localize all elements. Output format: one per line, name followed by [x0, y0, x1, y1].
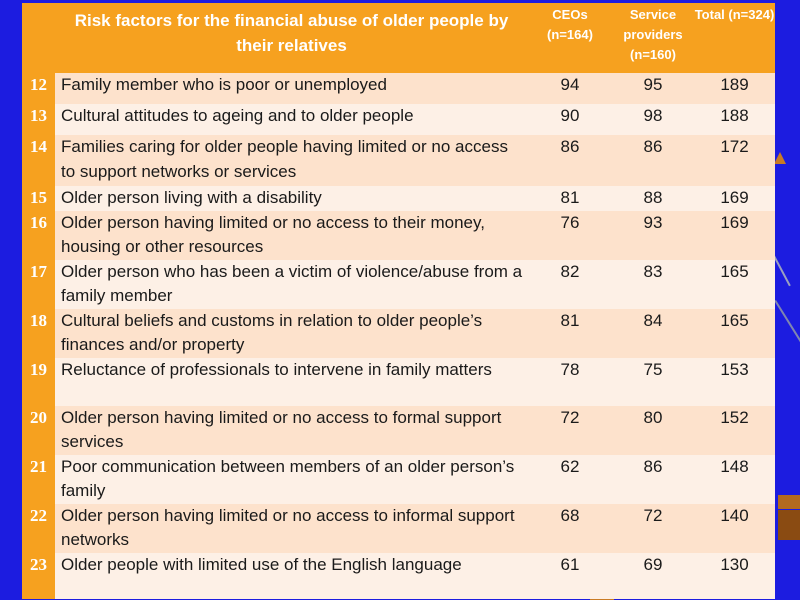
ceos-value: 82: [528, 259, 612, 309]
row-number: 15: [22, 186, 55, 211]
table-row: 20 Older person having limited or no acc…: [22, 405, 775, 455]
table-row: 12 Family member who is poor or unemploy…: [22, 73, 775, 104]
service-providers-value: 86: [612, 135, 694, 186]
service-providers-value: 95: [612, 73, 694, 104]
risk-factor-text: Older people with limited use of the Eng…: [55, 552, 528, 599]
header-risk-factors: Risk factors for the financial abuse of …: [55, 3, 528, 73]
row-number: 17: [22, 259, 55, 309]
row-number: 21: [22, 454, 55, 504]
table-row: 17 Older person who has been a victim of…: [22, 259, 775, 309]
ceos-value: 62: [528, 454, 612, 504]
risk-factor-text: Family member who is poor or unemployed: [55, 73, 528, 104]
total-value: 140: [694, 503, 775, 553]
risk-factor-text: Older person having limited or no access…: [55, 405, 528, 455]
total-value: 189: [694, 73, 775, 104]
table-row: 23 Older people with limited use of the …: [22, 552, 775, 599]
ceos-value: 72: [528, 405, 612, 455]
background-decoration: [778, 495, 800, 509]
risk-factor-text: Poor communication between members of an…: [55, 454, 528, 504]
service-providers-value: 80: [612, 405, 694, 455]
risk-factor-text: Older person living with a disability: [55, 186, 528, 211]
header-number-cell: [22, 3, 55, 73]
ceos-value: 86: [528, 135, 612, 186]
table-row: 16 Older person having limited or no acc…: [22, 210, 775, 260]
table-row: 19 Reluctance of professionals to interv…: [22, 357, 775, 406]
row-number: 19: [22, 357, 55, 406]
service-providers-value: 84: [612, 308, 694, 358]
risk-factor-text: Older person who has been a victim of vi…: [55, 259, 528, 309]
ceos-value: 90: [528, 104, 612, 135]
ceos-value: 94: [528, 73, 612, 104]
table-row: 13 Cultural attitudes to ageing and to o…: [22, 104, 775, 135]
total-value: 188: [694, 104, 775, 135]
ceos-value: 61: [528, 552, 612, 599]
total-value: 148: [694, 454, 775, 504]
ceos-value: 76: [528, 210, 612, 260]
total-value: 152: [694, 405, 775, 455]
total-value: 130: [694, 552, 775, 599]
row-number: 16: [22, 210, 55, 260]
ceos-value: 81: [528, 186, 612, 211]
risk-factor-text: Older person having limited or no access…: [55, 210, 528, 260]
table-row: 15 Older person living with a disability…: [22, 186, 775, 211]
risk-factor-text: Reluctance of professionals to intervene…: [55, 357, 528, 406]
service-providers-value: 93: [612, 210, 694, 260]
service-providers-value: 72: [612, 503, 694, 553]
table-row: 14 Families caring for older people havi…: [22, 135, 775, 186]
ceos-value: 78: [528, 357, 612, 406]
total-value: 169: [694, 210, 775, 260]
service-providers-value: 98: [612, 104, 694, 135]
ceos-value: 81: [528, 308, 612, 358]
risk-factor-text: Older person having limited or no access…: [55, 503, 528, 553]
risk-factors-table: Risk factors for the financial abuse of …: [22, 3, 775, 599]
background-decoration: [774, 152, 786, 164]
row-number: 13: [22, 104, 55, 135]
total-value: 169: [694, 186, 775, 211]
total-value: 165: [694, 259, 775, 309]
header-total: Total (n=324): [694, 3, 775, 73]
header-service-providers: Service providers (n=160): [612, 3, 694, 73]
service-providers-value: 69: [612, 552, 694, 599]
table-row: 22 Older person having limited or no acc…: [22, 503, 775, 553]
ceos-value: 68: [528, 503, 612, 553]
row-number: 18: [22, 308, 55, 358]
row-number: 14: [22, 135, 55, 186]
table-header-row: Risk factors for the financial abuse of …: [22, 3, 775, 73]
row-number: 22: [22, 503, 55, 553]
risk-factor-text: Families caring for older people having …: [55, 135, 528, 186]
table-row: 21 Poor communication between members of…: [22, 454, 775, 504]
header-ceos: CEOs (n=164): [528, 3, 612, 73]
row-number: 12: [22, 73, 55, 104]
risk-factor-text: Cultural attitudes to ageing and to olde…: [55, 104, 528, 135]
risk-factor-text: Cultural beliefs and customs in relation…: [55, 308, 528, 358]
table-row: 18 Cultural beliefs and customs in relat…: [22, 308, 775, 358]
service-providers-value: 86: [612, 454, 694, 504]
row-number: 20: [22, 405, 55, 455]
total-value: 153: [694, 357, 775, 406]
service-providers-value: 83: [612, 259, 694, 309]
service-providers-value: 75: [612, 357, 694, 406]
row-number: 23: [22, 552, 55, 599]
total-value: 172: [694, 135, 775, 186]
service-providers-value: 88: [612, 186, 694, 211]
total-value: 165: [694, 308, 775, 358]
background-decoration: [778, 510, 800, 540]
background-decoration: [774, 300, 800, 352]
